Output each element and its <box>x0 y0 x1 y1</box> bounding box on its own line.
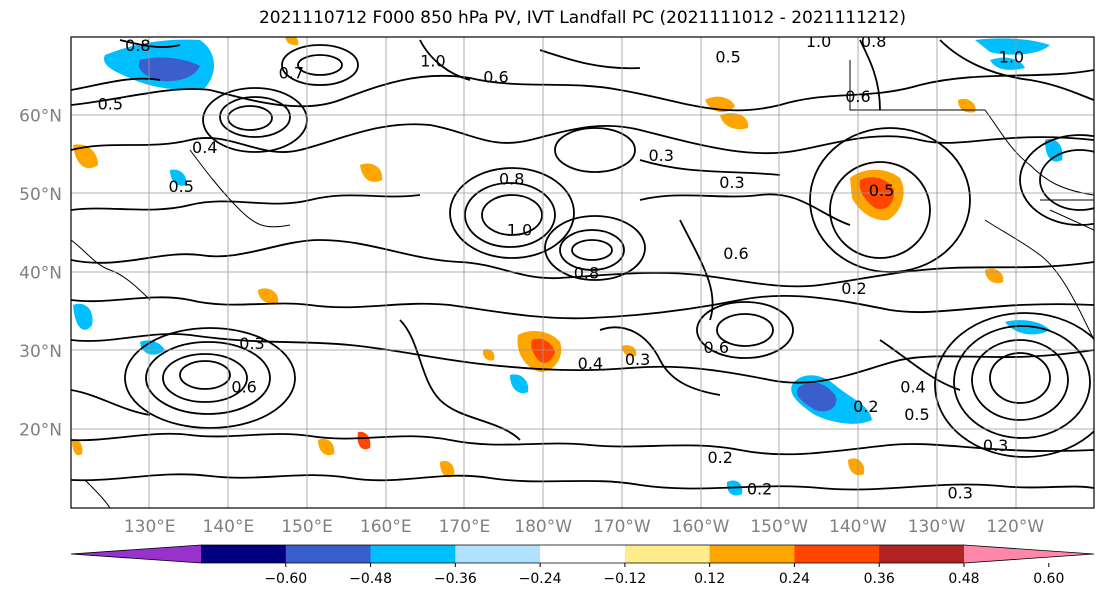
contour-label: 0.6 <box>231 377 256 396</box>
contour-label: 1.0 <box>420 52 445 71</box>
contour-label: 0.7 <box>279 63 304 82</box>
coastlines <box>71 60 1094 508</box>
lon-label: 170°E <box>439 517 491 537</box>
lon-label: 160°E <box>360 517 412 537</box>
map-frame <box>70 36 1095 509</box>
lon-label: 130°W <box>908 517 966 537</box>
lon-label: 130°E <box>124 517 176 537</box>
contour-label: 1.0 <box>806 32 831 51</box>
contour-label: 0.8 <box>499 169 524 188</box>
colorbar-segment <box>285 545 372 563</box>
colorbar-segment <box>540 545 626 563</box>
colorbar-segment <box>624 545 711 563</box>
colorbar: −0.60 −0.48 −0.36 −0.24 −0.12 0.12 0.24 0.36 0.4… <box>70 544 1095 587</box>
lon-label: 150°W <box>750 517 808 537</box>
contour-label: 0.4 <box>578 354 603 373</box>
contour-label: 0.3 <box>719 173 744 192</box>
contour-label: 0.5 <box>869 181 894 200</box>
contour-label: 0.2 <box>853 397 878 416</box>
lat-label: 20°N <box>19 421 62 441</box>
contour-label: 0.6 <box>845 87 870 106</box>
lat-label: 30°N <box>19 342 62 362</box>
colorbar-segment <box>794 545 880 563</box>
colorbar-outline <box>70 544 1095 564</box>
contour-label: 0.6 <box>483 67 508 86</box>
lon-label: 180°W <box>514 517 572 537</box>
contour-label: 0.5 <box>98 95 123 114</box>
colorbar-segment <box>879 545 965 563</box>
colorbar-tick-label: 0.60 <box>1033 571 1064 587</box>
colorbar-tick-label: 0.48 <box>948 571 979 587</box>
map-area <box>71 37 1094 508</box>
contour-label: 0.2 <box>747 479 772 498</box>
colorbar-tick-label: −0.48 <box>349 571 392 587</box>
lat-label: 50°N <box>19 185 62 205</box>
lon-label: 140°W <box>829 517 887 537</box>
contour-label: 0.8 <box>861 32 886 51</box>
contour-label: 0.8 <box>125 36 150 55</box>
contour-label: 0.2 <box>707 448 732 467</box>
lat-label: 40°N <box>19 264 62 284</box>
lon-label: 150°E <box>281 517 333 537</box>
colorbar-segment <box>709 545 795 563</box>
contour-label: 0.5 <box>168 177 193 196</box>
colorbar-extend-min <box>71 545 201 563</box>
contour-label: 0.4 <box>900 377 925 396</box>
contour-label: 0.3 <box>625 350 650 369</box>
contour-label: 1.0 <box>999 48 1024 67</box>
contour-label: 0.2 <box>841 279 866 298</box>
contour-label: 0.3 <box>983 436 1008 455</box>
colorbar-tick-label: −0.24 <box>519 571 562 587</box>
colorbar-extend-max <box>964 545 1094 563</box>
map-title: 2021110712 F000 850 hPa PV, IVT Landfall… <box>258 8 906 28</box>
colorbar-tick-label: 0.12 <box>694 571 725 587</box>
ivt-contours <box>71 39 1094 491</box>
contour-label: 1.0 <box>507 220 532 239</box>
contour-label: 0.3 <box>239 334 264 353</box>
colorbar-segment <box>370 545 456 563</box>
colorbar-tick-label: 0.36 <box>864 571 895 587</box>
colorbar-tick-label: −0.12 <box>603 571 646 587</box>
contour-label: 0.5 <box>904 405 929 424</box>
contour-label: 0.6 <box>723 244 748 263</box>
colorbar-segment <box>455 545 541 563</box>
lon-label: 140°E <box>203 517 255 537</box>
colorbar-tick-label: −0.36 <box>434 571 477 587</box>
contour-label: 0.8 <box>574 264 599 283</box>
contour-label: 0.6 <box>704 338 729 357</box>
lon-label: 120°W <box>986 517 1044 537</box>
colorbar-tick-label: 0.24 <box>779 571 810 587</box>
contour-label: 0.3 <box>947 483 972 502</box>
lon-label: 170°W <box>593 517 651 537</box>
colorbar-tick-label: −0.60 <box>264 571 307 587</box>
lat-label: 60°N <box>19 107 62 127</box>
graticule <box>71 37 1094 508</box>
contour-label: 0.4 <box>192 138 217 157</box>
contour-label: 0.5 <box>715 48 740 67</box>
lon-label: 160°W <box>672 517 730 537</box>
contour-label: 0.3 <box>648 146 673 165</box>
colorbar-segment <box>201 545 287 563</box>
